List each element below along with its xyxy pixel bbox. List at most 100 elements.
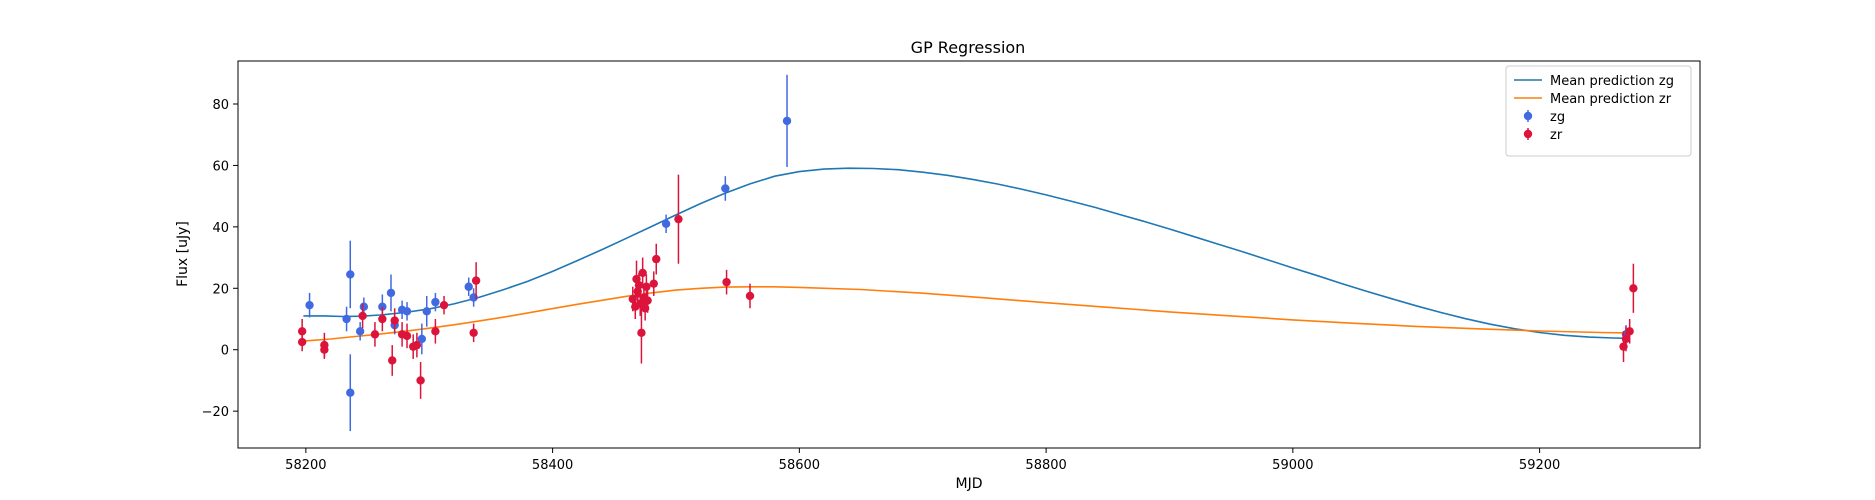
data-point-zg — [346, 240, 355, 309]
x-tick-label: 58400 — [532, 458, 573, 473]
legend-label: zg — [1550, 110, 1565, 125]
point-marker — [388, 356, 397, 365]
y-axis-label: Flux [uJy] — [175, 221, 191, 287]
y-axis: −20 0 20 40 60 80 — [202, 98, 238, 420]
point-marker — [674, 214, 683, 224]
point-marker — [638, 268, 647, 278]
legend: Mean prediction zg Mean prediction zr zg zr — [1505, 65, 1692, 157]
point-marker — [469, 328, 478, 338]
legend-label: Mean prediction zr — [1550, 92, 1672, 107]
chart-title: GP Regression — [911, 38, 1026, 57]
legend-item-line-zr: Mean prediction zr — [1514, 92, 1672, 107]
data-point-zr — [388, 345, 397, 376]
data-point-zg — [431, 292, 440, 312]
data-point-zr — [649, 271, 658, 296]
point-marker — [439, 300, 449, 310]
data-point-zr — [652, 243, 661, 275]
point-marker — [386, 288, 396, 298]
point-marker — [422, 307, 431, 316]
point-marker — [464, 282, 473, 291]
point-marker — [402, 307, 412, 316]
point-marker — [643, 296, 652, 305]
data-point-zg — [782, 74, 792, 167]
point-marker — [661, 219, 671, 228]
data-point-zr — [370, 322, 380, 347]
data-point-zg — [386, 274, 396, 312]
legend-box — [1505, 65, 1692, 157]
point-marker — [745, 291, 755, 301]
point-marker — [721, 184, 730, 193]
data-point-zr — [320, 340, 329, 359]
point-marker — [305, 300, 314, 310]
data-point-zr — [643, 288, 652, 313]
data-point-zr — [674, 174, 683, 264]
point-marker — [1625, 327, 1634, 336]
point-marker — [378, 314, 387, 324]
data-point-zg — [305, 292, 314, 318]
mean-prediction-lines — [303, 167, 1633, 342]
data-point-zr — [439, 295, 449, 315]
point-marker — [390, 316, 399, 325]
data-point-zr — [412, 332, 422, 358]
point-marker — [649, 279, 658, 288]
data-point-zr — [431, 319, 440, 344]
legend-swatch-marker — [1523, 111, 1533, 121]
legend-item-errorbar-zr: zr — [1523, 128, 1563, 143]
x-axis-label: MJD — [956, 476, 983, 492]
data-point-zr — [634, 272, 644, 298]
data-point-zr — [469, 323, 478, 343]
point-marker — [471, 276, 481, 285]
data-point-zr — [745, 283, 755, 309]
legend-swatch-marker — [1523, 129, 1533, 139]
data-point-zr — [378, 306, 387, 332]
point-marker — [782, 116, 792, 126]
point-marker — [402, 331, 412, 341]
observation-points — [297, 74, 1638, 432]
x-tick-label: 58600 — [779, 458, 820, 473]
point-marker — [1621, 334, 1631, 344]
data-point-zg — [464, 277, 473, 296]
data-point-zr — [722, 269, 731, 295]
point-marker — [637, 328, 646, 338]
point-marker — [320, 345, 329, 354]
data-point-zg — [721, 176, 730, 201]
y-tick-label: −20 — [202, 405, 229, 420]
point-marker — [358, 311, 367, 321]
y-tick-label: 40 — [212, 221, 229, 236]
plot-area — [238, 61, 1700, 448]
point-marker — [1629, 284, 1638, 293]
y-tick-label: 60 — [212, 159, 229, 174]
point-marker — [346, 388, 355, 397]
y-tick-label: 20 — [212, 282, 229, 297]
data-point-zr — [297, 332, 307, 352]
data-point-zg — [661, 214, 671, 233]
point-marker — [370, 330, 380, 339]
point-marker — [416, 376, 425, 385]
data-point-zr — [1629, 263, 1638, 313]
legend-item-errorbar-zg: zg — [1523, 110, 1565, 125]
data-point-zr — [390, 308, 399, 333]
mean-prediction-line-zg — [303, 167, 1627, 340]
point-marker — [412, 340, 422, 350]
point-marker — [431, 327, 440, 336]
data-point-zg — [402, 302, 412, 321]
data-point-zr — [637, 302, 646, 364]
data-point-zr — [358, 303, 367, 329]
point-marker — [355, 327, 365, 336]
point-marker — [652, 254, 661, 264]
point-marker — [634, 281, 644, 290]
point-marker — [417, 334, 427, 344]
data-point-zr — [642, 274, 651, 300]
point-marker — [722, 277, 731, 287]
data-point-zg — [355, 322, 365, 341]
data-point-zr — [402, 323, 412, 349]
plot-frame — [237, 60, 1701, 449]
y-tick-label: 80 — [212, 98, 229, 113]
x-tick-label: 58200 — [285, 458, 326, 473]
data-point-zr — [416, 362, 425, 399]
point-marker — [359, 302, 369, 311]
mean-prediction-line-zr — [303, 286, 1633, 342]
point-marker — [346, 270, 355, 279]
data-point-zg — [422, 295, 431, 327]
